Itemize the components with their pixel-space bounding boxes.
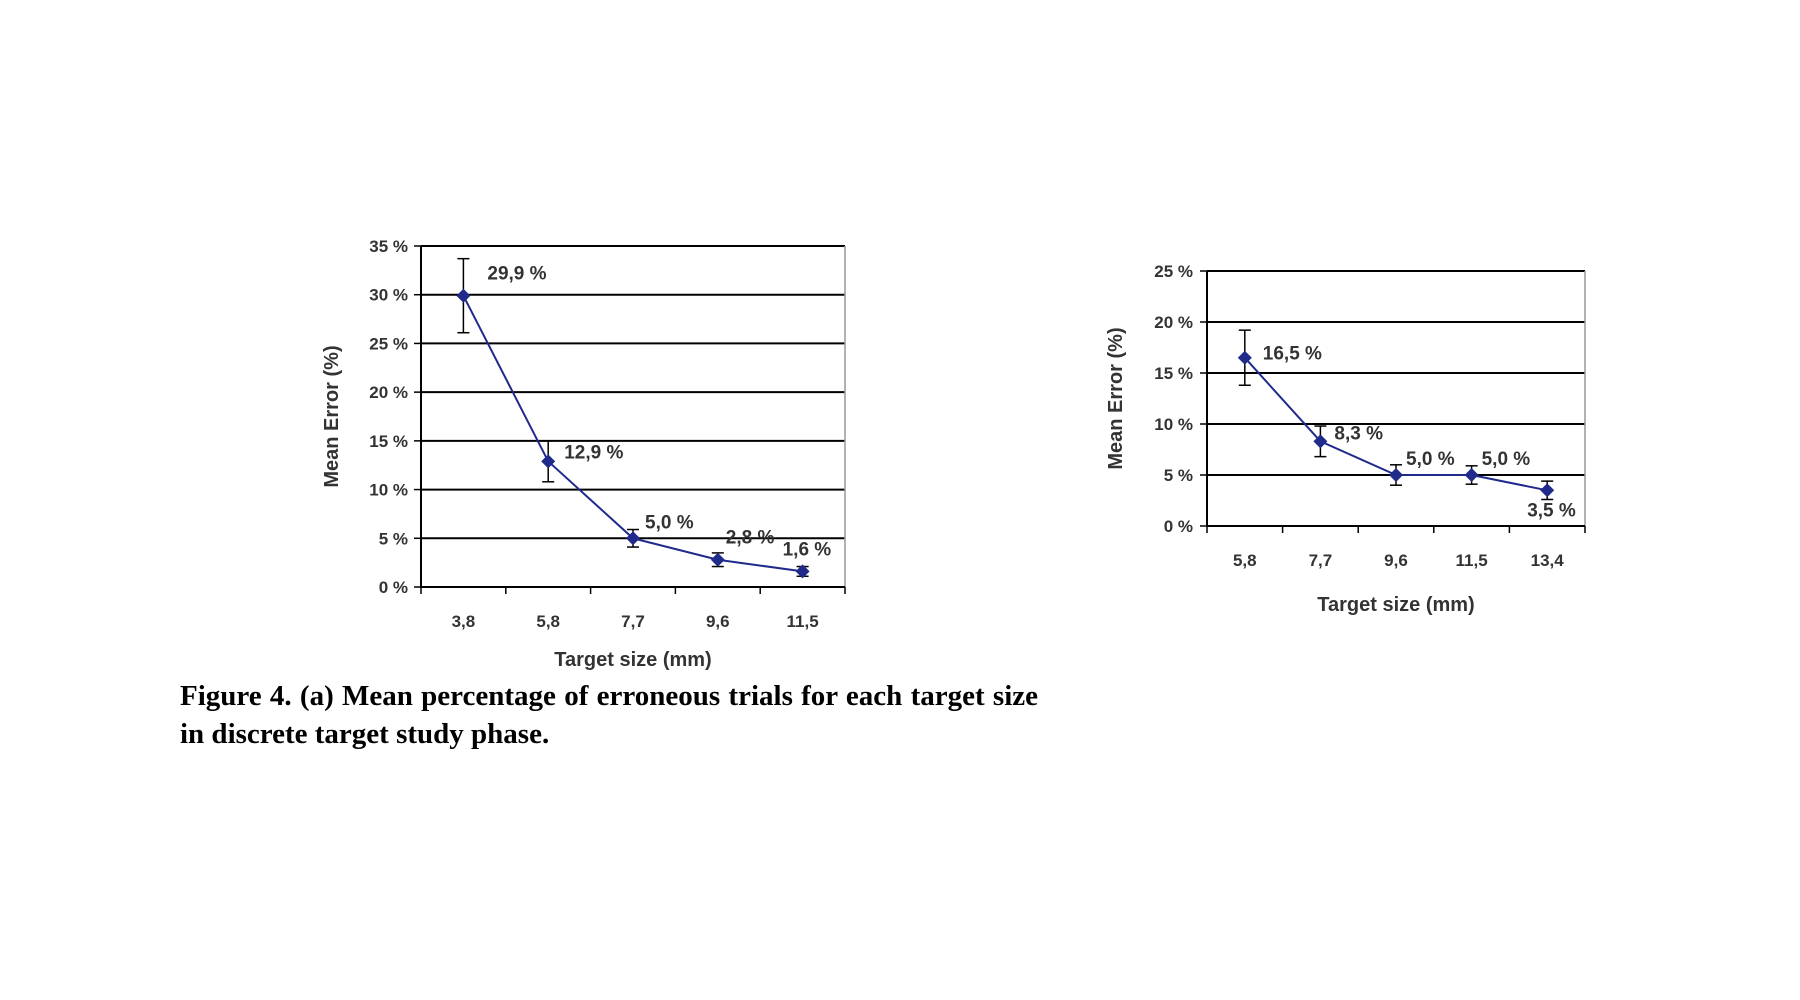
x-tick-label: 7,7 xyxy=(1309,551,1333,570)
x-tick-label: 9,6 xyxy=(1384,551,1408,570)
data-point xyxy=(456,288,471,303)
data-label: 16,5 % xyxy=(1263,344,1322,365)
data-label: 5,0 % xyxy=(645,512,694,533)
x-tick-label: 11,5 xyxy=(1456,551,1488,570)
y-tick-label: 25 % xyxy=(1154,262,1193,281)
x-tick-label: 5,8 xyxy=(536,612,560,631)
figure-caption: Figure 4. (a) Mean percentage of erroneo… xyxy=(180,680,1038,750)
y-tick-label: 10 % xyxy=(369,481,408,500)
data-label: 29,9 % xyxy=(487,264,546,285)
x-tick-label: 13,4 xyxy=(1531,551,1565,570)
y-tick-label: 15 % xyxy=(369,432,408,451)
data-point xyxy=(1389,468,1403,482)
data-label: 12,9 % xyxy=(564,442,623,463)
data-point xyxy=(710,552,725,567)
x-tick-label: 9,6 xyxy=(706,612,730,631)
data-point xyxy=(795,564,810,579)
x-tick-label: 11,5 xyxy=(787,612,819,631)
y-tick-label: 10 % xyxy=(1154,415,1193,434)
y-tick-label: 20 % xyxy=(369,383,408,402)
x-tick-label: 3,8 xyxy=(452,612,476,631)
x-axis-title: Target size (mm) xyxy=(554,649,711,671)
y-tick-label: 15 % xyxy=(1154,364,1193,383)
data-point xyxy=(541,454,556,469)
data-point xyxy=(1313,434,1328,449)
y-tick-label: 20 % xyxy=(1154,313,1193,332)
data-point xyxy=(1237,350,1252,365)
y-tick-label: 25 % xyxy=(369,334,408,353)
y-tick-label: 0 % xyxy=(379,578,408,597)
data-label: 5,0 % xyxy=(1406,449,1455,470)
y-tick-label: 30 % xyxy=(369,286,408,305)
x-axis-title: Target size (mm) xyxy=(1317,594,1474,616)
data-label: 2,8 % xyxy=(726,528,775,549)
chart-1: 0 % 5 % 10 % 15 % 20 % 25 % 30 % 35 % 3,8 5,8 7,7 9… xyxy=(321,237,846,671)
data-point xyxy=(1540,483,1555,498)
y-axis-title: Mean Error (%) xyxy=(1105,327,1127,469)
x-tick-label: 5,8 xyxy=(1233,551,1257,570)
data-point xyxy=(626,531,640,546)
y-tick-label: 5 % xyxy=(379,529,408,548)
data-label: 5,0 % xyxy=(1482,449,1531,470)
x-tick-label: 7,7 xyxy=(621,612,645,631)
data-label: 8,3 % xyxy=(1334,423,1383,444)
y-axis-title: Mean Error (%) xyxy=(321,345,343,487)
y-tick-label: 0 % xyxy=(1164,517,1193,536)
y-tick-label: 35 % xyxy=(369,237,408,256)
data-point xyxy=(1464,468,1479,482)
y-tick-label: 5 % xyxy=(1164,466,1193,485)
data-label: 3,5 % xyxy=(1527,500,1576,521)
data-label: 1,6 % xyxy=(783,539,832,560)
chart-2: 0 % 5 % 10 % 15 % 20 % 25 % 5,8 7,7 9,6 11,5 13,4 T… xyxy=(1105,262,1586,616)
